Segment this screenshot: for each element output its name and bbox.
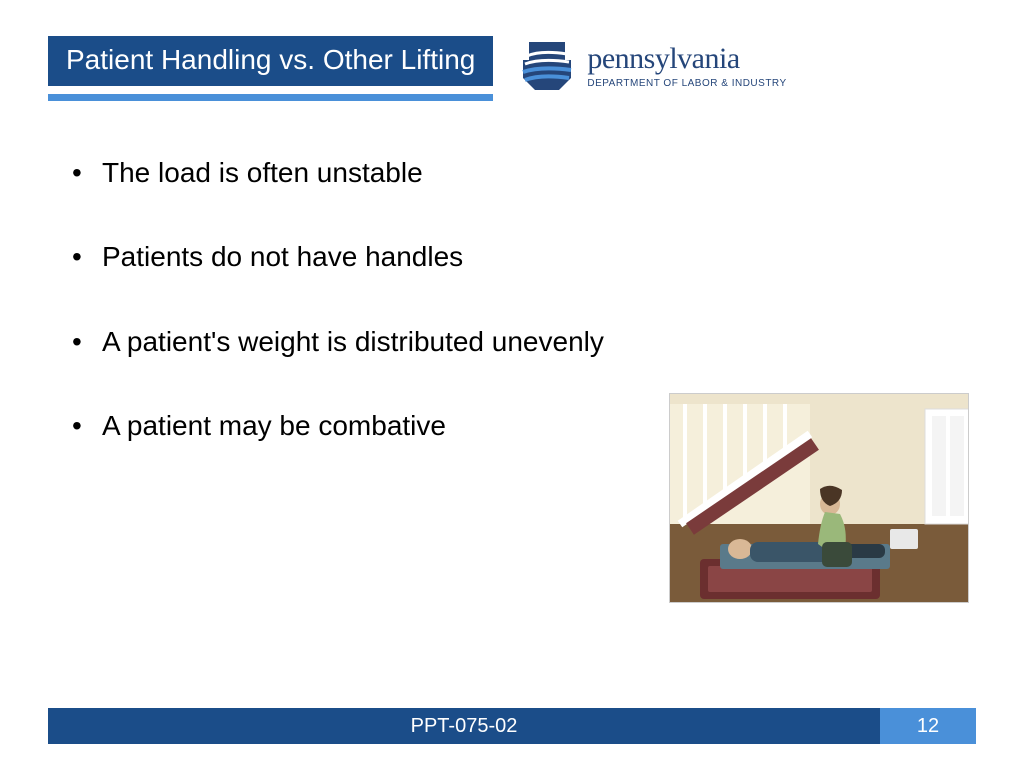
logo-state-text: pennsylvania (587, 44, 786, 74)
illustration-photo (669, 393, 969, 603)
logo-dept-text: DEPARTMENT OF LABOR & INDUSTRY (587, 78, 786, 89)
bullet-item: A patient's weight is distributed uneven… (72, 324, 964, 360)
slide-footer: PPT-075-02 12 (48, 708, 976, 744)
bullet-item: Patients do not have handles (72, 239, 964, 275)
title-block: Patient Handling vs. Other Lifting (48, 36, 493, 101)
footer-doc-id: PPT-075-02 (48, 708, 880, 744)
pa-logo: pennsylvania DEPARTMENT OF LABOR & INDUS… (517, 36, 786, 96)
slide-title: Patient Handling vs. Other Lifting (48, 36, 493, 86)
title-underline (48, 94, 493, 101)
bullet-item: The load is often unstable (72, 155, 964, 191)
footer-page-number: 12 (880, 708, 976, 744)
slide-header: Patient Handling vs. Other Lifting penns… (48, 36, 976, 101)
keystone-icon (517, 36, 577, 96)
